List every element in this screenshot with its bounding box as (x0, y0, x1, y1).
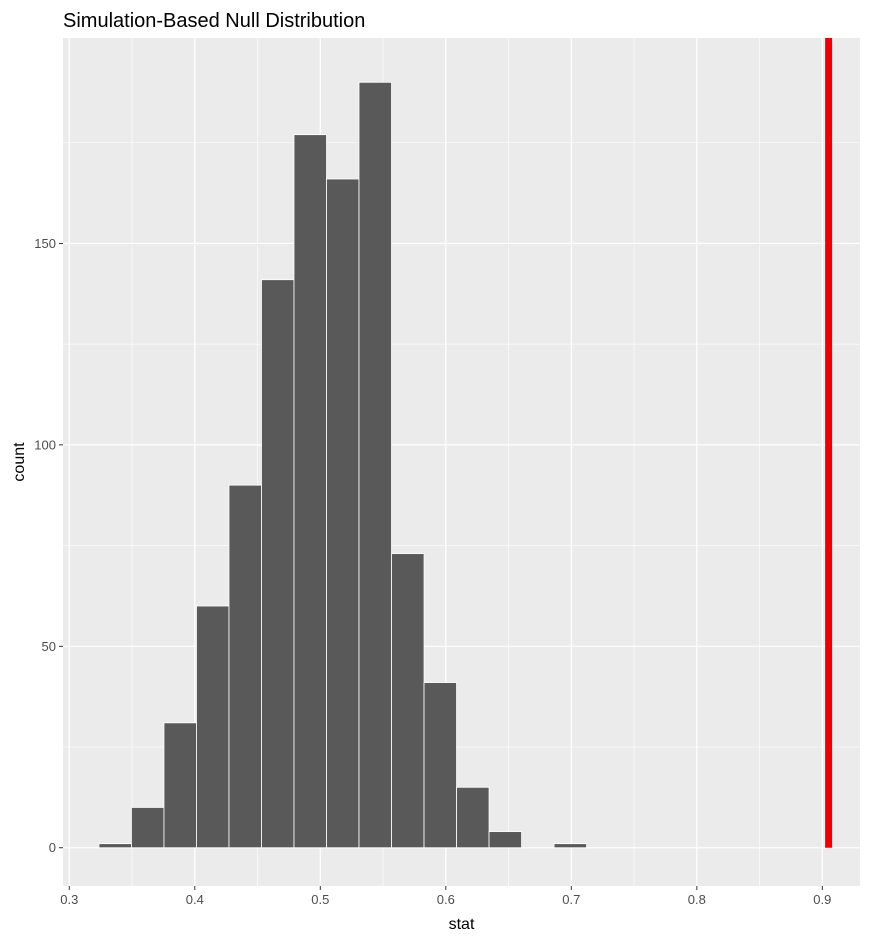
histogram-bar (456, 786, 490, 849)
histogram-bar (98, 843, 132, 849)
histogram-bar (228, 484, 262, 849)
x-tick-label: 0.7 (562, 892, 580, 907)
x-tick-label: 0.4 (186, 892, 204, 907)
histogram-bar (326, 178, 360, 849)
x-tick-label: 0.6 (437, 892, 455, 907)
x-tick-label: 0.9 (813, 892, 831, 907)
x-tick-label: 0.5 (311, 892, 329, 907)
histogram-bar (163, 722, 197, 849)
x-tick-label: 0.3 (60, 892, 78, 907)
histogram-bar (358, 81, 392, 849)
histogram-bars (98, 81, 587, 849)
chart-title: Simulation-Based Null Distribution (63, 10, 365, 32)
histogram-bar (391, 553, 425, 849)
histogram-bar (553, 843, 587, 849)
y-tick-label: 0 (49, 840, 56, 855)
histogram-bar (488, 831, 522, 849)
histogram-bar (293, 134, 327, 849)
x-axis-title: stat (449, 916, 475, 933)
y-axis-title: count (11, 442, 28, 482)
y-tick-label: 150 (34, 236, 56, 251)
histogram-bar (261, 279, 295, 849)
histogram-bar (196, 605, 230, 849)
x-tick-label: 0.8 (688, 892, 706, 907)
histogram-bar (423, 682, 457, 849)
x-axis: 0.3 0.4 0.5 0.6 0.7 0.8 0.9 (60, 886, 831, 907)
y-axis: 0 50 100 150 (34, 236, 63, 855)
y-tick-label: 50 (42, 639, 56, 654)
histogram-bar (131, 807, 165, 849)
y-tick-label: 100 (34, 437, 56, 452)
